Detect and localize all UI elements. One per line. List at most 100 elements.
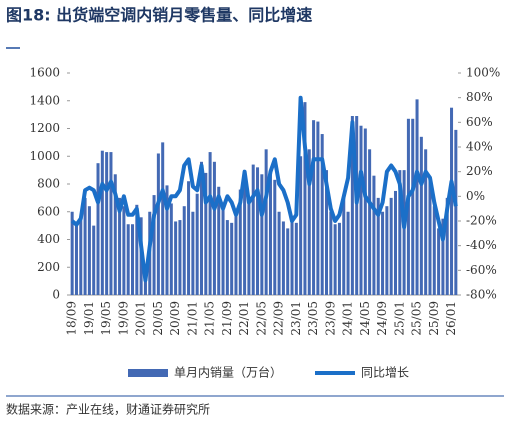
bar bbox=[256, 167, 260, 295]
y-tick-label: 1000 bbox=[29, 149, 60, 163]
bar bbox=[100, 150, 104, 295]
x-tick-label: 21/05 bbox=[203, 301, 217, 336]
bar bbox=[415, 99, 419, 295]
x-tick-label: 24/05 bbox=[358, 301, 372, 336]
bar bbox=[165, 185, 169, 295]
x-tick-label: 25/01 bbox=[392, 301, 406, 336]
x-tick-label: 24/09 bbox=[375, 301, 389, 336]
bar bbox=[113, 174, 117, 295]
bar bbox=[454, 129, 458, 295]
bar bbox=[230, 222, 234, 295]
y2-tick-label: 80% bbox=[466, 90, 493, 104]
bar bbox=[152, 195, 156, 295]
bar bbox=[174, 221, 178, 295]
bar bbox=[424, 149, 428, 295]
bar bbox=[368, 149, 372, 295]
bar bbox=[359, 125, 363, 295]
bar bbox=[96, 163, 100, 295]
bar bbox=[445, 197, 449, 295]
y-tick-label: 1400 bbox=[29, 93, 60, 107]
x-tick-label: 25/09 bbox=[427, 301, 441, 336]
x-tick-label: 19/09 bbox=[116, 301, 130, 336]
bar bbox=[290, 215, 294, 295]
bar bbox=[381, 211, 385, 295]
x-tick-label: 23/09 bbox=[323, 301, 337, 336]
line bbox=[70, 95, 458, 283]
x-tick-label: 23/05 bbox=[306, 301, 320, 336]
bar bbox=[169, 203, 173, 295]
bar bbox=[428, 179, 432, 295]
bar bbox=[350, 116, 354, 295]
bar bbox=[398, 170, 402, 295]
bar bbox=[294, 222, 298, 295]
legend-label: 同比增长 bbox=[361, 366, 409, 380]
y2-tick-label: -40% bbox=[466, 238, 497, 252]
y2-tick-label: 0% bbox=[466, 189, 485, 203]
bar bbox=[372, 175, 376, 295]
x-tick-label: 22/09 bbox=[272, 301, 286, 336]
bar bbox=[450, 107, 454, 295]
bar bbox=[264, 149, 268, 295]
bar bbox=[143, 274, 147, 295]
bar bbox=[432, 206, 436, 295]
bar bbox=[221, 208, 225, 295]
bar bbox=[83, 197, 87, 295]
bar bbox=[260, 174, 264, 295]
bar bbox=[376, 197, 380, 295]
bar bbox=[333, 224, 337, 295]
x-tick-label: 18/09 bbox=[65, 301, 79, 336]
y2-tick-label: 60% bbox=[466, 115, 493, 129]
bar bbox=[70, 211, 74, 295]
x-tick-label: 25/05 bbox=[410, 301, 424, 336]
legend-swatch bbox=[128, 369, 168, 377]
bar bbox=[243, 179, 247, 295]
chart-title: 图18: 出货端空调内销月零售量、同比增速 bbox=[6, 6, 312, 25]
bar bbox=[441, 218, 445, 295]
x-tick-label: 21/01 bbox=[185, 301, 199, 336]
y-tick-label: 800 bbox=[37, 177, 60, 191]
bar bbox=[281, 221, 285, 295]
y-tick-label: 0 bbox=[52, 288, 60, 302]
bar bbox=[419, 136, 423, 295]
y-tick-label: 600 bbox=[37, 204, 60, 218]
bar bbox=[363, 128, 367, 295]
x-tick-label: 22/01 bbox=[237, 301, 251, 336]
bar bbox=[307, 149, 311, 295]
x-tick-label: 22/05 bbox=[254, 301, 268, 336]
bar bbox=[320, 134, 324, 295]
bar bbox=[342, 197, 346, 295]
bar bbox=[273, 179, 277, 295]
bar bbox=[303, 102, 307, 295]
bar bbox=[182, 206, 186, 295]
x-tick-label: 19/01 bbox=[82, 301, 96, 336]
x-tick-label: 23/01 bbox=[289, 301, 303, 336]
bar bbox=[251, 164, 255, 295]
bar bbox=[105, 152, 109, 295]
x-tick-label: 20/05 bbox=[151, 301, 165, 336]
bar bbox=[312, 120, 316, 295]
y-tick-label: 200 bbox=[37, 260, 60, 274]
bar bbox=[268, 170, 272, 295]
bar bbox=[74, 222, 78, 295]
bar bbox=[118, 197, 122, 295]
bar bbox=[126, 224, 130, 295]
bar bbox=[161, 142, 165, 295]
x-tick-label: 20/01 bbox=[134, 301, 148, 336]
bar bbox=[247, 199, 251, 295]
y-tick-label: 1600 bbox=[29, 66, 60, 80]
bar bbox=[286, 228, 290, 295]
x-tick-label: 19/05 bbox=[99, 301, 113, 336]
bar bbox=[238, 189, 242, 295]
source: 数据来源：产业在线，财通证券研究所 bbox=[6, 402, 210, 417]
bar bbox=[346, 211, 350, 295]
bar bbox=[109, 152, 113, 295]
legend-label: 单月内销量（万台） bbox=[174, 365, 282, 380]
bar bbox=[156, 153, 160, 295]
bar bbox=[234, 214, 238, 295]
bar bbox=[212, 161, 216, 295]
bar bbox=[208, 152, 212, 295]
bar bbox=[131, 224, 135, 295]
y2-tick-label: -60% bbox=[466, 263, 497, 277]
